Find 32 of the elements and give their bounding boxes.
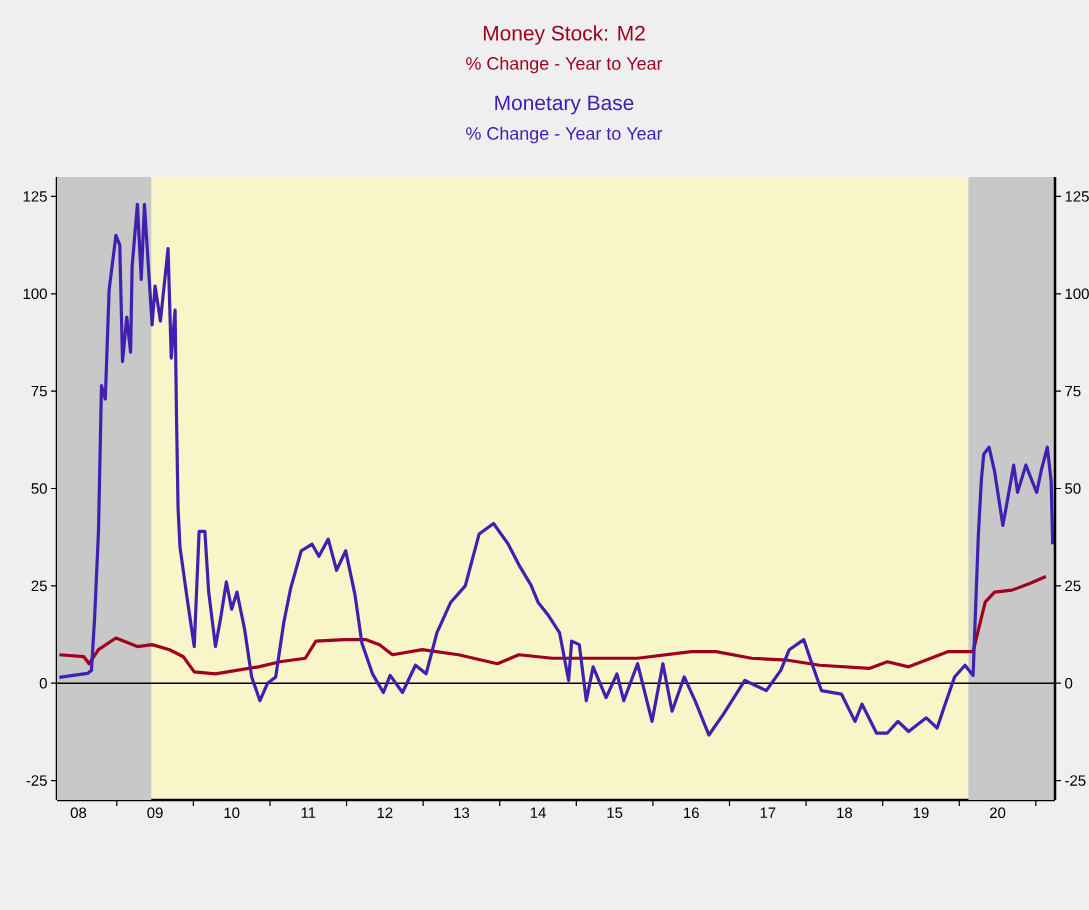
line-series	[57, 202, 1055, 737]
y2-tick-label: 75	[1065, 385, 1081, 397]
x-tick-label: 09	[147, 807, 163, 819]
y2-tick-label: 25	[1065, 580, 1081, 592]
x-tick-label: 12	[377, 807, 393, 818]
y2-tick-label: 125	[1065, 191, 1089, 202]
x-tick-label: 13	[454, 807, 470, 819]
x-tick-label: 15	[607, 807, 623, 818]
x-tick-label: 20	[989, 807, 1006, 819]
y2-tick-label: -25	[1065, 775, 1086, 786]
y2-tick-label: 100	[1065, 288, 1089, 300]
y-tick-label: 25	[31, 580, 47, 592]
x-tick-label: 10	[224, 807, 240, 819]
text: % Change - Year to Year	[466, 56, 663, 74]
x-tick-label: 08	[70, 807, 87, 819]
text: Monetary Base	[495, 95, 634, 115]
y-tick-label: 125	[23, 191, 47, 202]
text: Money Stock: M2	[483, 25, 645, 45]
x-tick-label: 18	[837, 807, 853, 819]
y2-tick-label: 50	[1065, 483, 1081, 494]
x-tick-label: 17	[760, 807, 776, 818]
y2-tick-label: 0	[1065, 677, 1073, 689]
x-tick-label: 11	[301, 807, 316, 818]
text: % Change - Year to Year	[466, 126, 663, 144]
x-tick-label: 19	[913, 807, 929, 819]
y-tick-label: 50	[31, 483, 47, 494]
x-tick-label: 16	[684, 807, 699, 819]
y-tick-label: -25	[26, 775, 47, 786]
y-tick-label: 100	[23, 288, 47, 300]
y-tick-label: 0	[39, 677, 47, 689]
y-tick-label: 75	[31, 385, 47, 397]
x-tick-label: 14	[530, 807, 546, 818]
